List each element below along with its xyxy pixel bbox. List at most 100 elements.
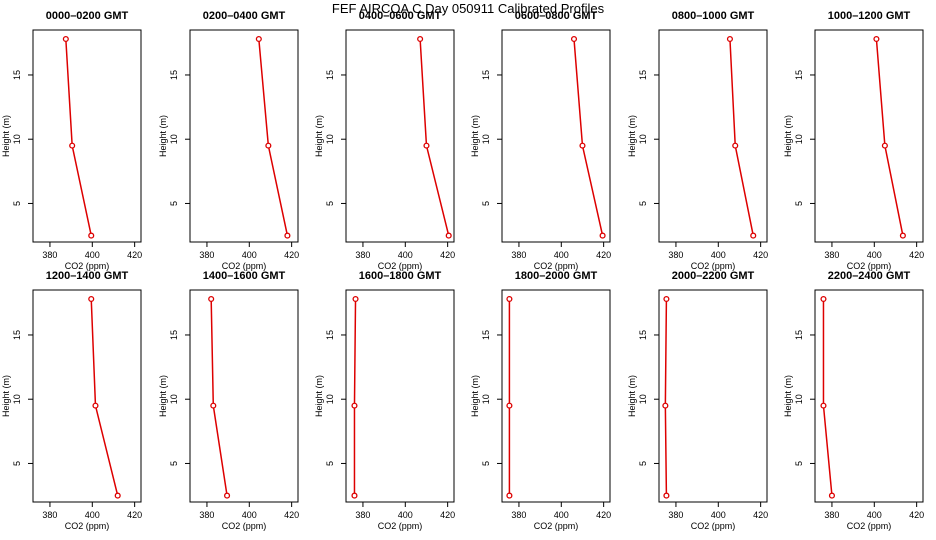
data-point	[210, 402, 217, 409]
panel-title: 2000–2200 GMT	[672, 270, 755, 282]
plot-frame	[32, 289, 142, 503]
chart-panel-4: 0600–0800 GMT 380 400 420 5 10 15 CO2 (ppm) Heig…	[470, 10, 611, 271]
x-axis-label: CO2 (ppm)	[691, 521, 736, 531]
chart-panel-1: 0000–0200 GMT 380 400 420 5 10 15 CO2 (ppm) Heig…	[1, 10, 142, 271]
x-tick-label: 420	[753, 250, 768, 260]
y-axis-label: Height (m)	[627, 115, 637, 157]
y-axis-label: Height (m)	[627, 375, 637, 417]
panel-title: 0200–0400 GMT	[203, 10, 286, 22]
y-tick-label: 15	[638, 330, 648, 340]
y-tick-label: 15	[794, 330, 804, 340]
x-tick-label: 420	[753, 510, 768, 520]
data-point	[255, 35, 262, 43]
y-tick-label: 15	[325, 330, 335, 340]
profile-line	[258, 38, 289, 236]
y-axis-label: Height (m)	[470, 375, 480, 417]
x-tick-label: 420	[909, 510, 924, 520]
panel-title: 1000–1200 GMT	[828, 10, 911, 22]
x-tick-label: 400	[711, 510, 726, 520]
x-axis-label: CO2 (ppm)	[691, 261, 736, 271]
y-tick-label: 5	[794, 461, 804, 466]
y-axis-label: Height (m)	[783, 115, 793, 157]
plot-frame	[501, 29, 611, 243]
y-tick-label: 10	[12, 394, 22, 404]
y-tick-label: 10	[638, 134, 648, 144]
x-tick-label: 420	[127, 250, 142, 260]
y-tick-label: 10	[325, 134, 335, 144]
y-tick-label: 15	[481, 330, 491, 340]
panel-title: 1600–1800 GMT	[359, 270, 442, 282]
data-point	[873, 35, 880, 43]
data-point	[88, 295, 95, 303]
x-tick-label: 420	[440, 250, 455, 260]
y-tick-label: 10	[169, 134, 179, 144]
x-tick-label: 400	[398, 250, 413, 260]
plot-frame	[189, 29, 299, 243]
chart-panel-12: 2200–2400 GMT 380 400 420 5 10 15 CO2 (ppm) Heig…	[783, 270, 924, 531]
plot-frame	[32, 29, 142, 243]
data-point	[284, 232, 291, 239]
data-point	[820, 402, 827, 409]
y-tick-label: 5	[481, 461, 491, 466]
panel-title: 2200–2400 GMT	[828, 270, 911, 282]
x-tick-label: 400	[242, 510, 257, 520]
data-point	[726, 35, 733, 43]
y-tick-label: 10	[794, 394, 804, 404]
x-tick-label: 380	[355, 510, 370, 520]
y-tick-label: 10	[12, 134, 22, 144]
profile-line	[822, 298, 833, 496]
data-point	[417, 35, 424, 43]
chart-panel-9: 1600–1800 GMT 380 400 420 5 10 15 CO2 (ppm) Heig…	[314, 270, 455, 531]
data-point	[662, 402, 669, 409]
plot-frame	[658, 29, 768, 243]
y-tick-label: 5	[794, 201, 804, 206]
panel-title: 0600–0800 GMT	[515, 10, 598, 22]
x-tick-label: 380	[668, 510, 683, 520]
x-tick-label: 380	[824, 510, 839, 520]
y-tick-label: 5	[12, 461, 22, 466]
x-tick-label: 400	[554, 510, 569, 520]
y-tick-label: 10	[325, 394, 335, 404]
y-axis-label: Height (m)	[158, 375, 168, 417]
plot-frame	[345, 289, 455, 503]
data-point	[820, 295, 827, 303]
profile-line	[419, 38, 450, 236]
x-tick-label: 420	[596, 250, 611, 260]
x-tick-label: 400	[867, 250, 882, 260]
profile-line	[90, 298, 119, 496]
data-point	[208, 295, 215, 303]
y-tick-label: 15	[169, 330, 179, 340]
y-tick-label: 5	[325, 461, 335, 466]
x-tick-label: 400	[711, 250, 726, 260]
profile-line	[729, 38, 754, 236]
y-axis-label: Height (m)	[470, 115, 480, 157]
x-axis-label: CO2 (ppm)	[534, 521, 579, 531]
chart-panel-3: 0400–0600 GMT 380 400 420 5 10 15 CO2 (ppm) Heig…	[314, 10, 455, 271]
x-tick-label: 380	[42, 510, 57, 520]
y-tick-label: 5	[325, 201, 335, 206]
data-point	[351, 402, 358, 409]
y-tick-label: 5	[481, 201, 491, 206]
x-axis-label: CO2 (ppm)	[65, 521, 110, 531]
profile-line	[353, 298, 357, 496]
x-tick-label: 400	[85, 250, 100, 260]
plot-frame	[345, 29, 455, 243]
y-tick-label: 5	[12, 201, 22, 206]
y-tick-label: 10	[169, 394, 179, 404]
y-tick-label: 15	[638, 70, 648, 80]
y-tick-label: 5	[638, 201, 648, 206]
plot-frame	[814, 289, 924, 503]
chart-panel-6: 1000–1200 GMT 380 400 420 5 10 15 CO2 (ppm) Heig…	[783, 10, 924, 271]
x-tick-label: 400	[398, 510, 413, 520]
data-point	[828, 492, 835, 499]
y-axis-label: Height (m)	[158, 115, 168, 157]
data-point	[570, 35, 578, 43]
y-tick-label: 15	[794, 70, 804, 80]
data-point	[224, 492, 231, 499]
data-point	[506, 295, 513, 303]
chart-panel-2: 0200–0400 GMT 380 400 420 5 10 15 CO2 (ppm) Heig…	[158, 10, 299, 271]
y-tick-label: 15	[169, 70, 179, 80]
data-point	[423, 142, 430, 149]
profile-line	[573, 38, 604, 236]
panel-title: 1200–1400 GMT	[46, 270, 129, 282]
